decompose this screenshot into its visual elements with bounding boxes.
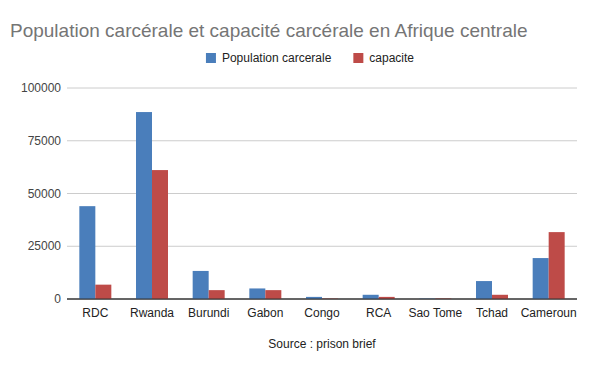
legend-item: Population carcerale: [206, 51, 332, 65]
x-tick-label: Burundi: [188, 306, 229, 320]
legend-swatch: [353, 53, 363, 63]
bar: [79, 206, 95, 299]
bar: [265, 290, 281, 299]
bar: [249, 288, 265, 299]
grid-line: [67, 88, 577, 89]
bar: [476, 281, 492, 299]
chart-container: Population carcérale et capacité carcéra…: [0, 0, 600, 371]
bars: [79, 112, 564, 299]
bar: [549, 232, 565, 299]
legend-label: Population carcerale: [222, 51, 332, 65]
x-tick-label: Rwanda: [130, 306, 174, 320]
x-axis-label: Source : prison brief: [268, 337, 376, 351]
y-tick-label: 25000: [28, 239, 62, 253]
legend: Population carcerale capacite: [206, 51, 414, 65]
bar: [136, 112, 152, 299]
bar: [533, 258, 549, 299]
x-tick-label: Congo: [304, 306, 340, 320]
chart-title: Population carcérale et capacité carcéra…: [10, 20, 528, 41]
bar: [152, 170, 168, 299]
y-tick-label: 0: [54, 292, 61, 306]
x-tick-label: Tchad: [476, 306, 508, 320]
y-tick-label: 75000: [28, 134, 62, 148]
bar: [363, 295, 379, 299]
x-tick-label: Sao Tome: [408, 306, 462, 320]
x-tick-label: Cameroun: [521, 306, 577, 320]
chart-svg: Population carcérale et capacité carcéra…: [0, 0, 600, 371]
bar: [209, 290, 225, 299]
legend-label: capacite: [369, 51, 414, 65]
x-tick-label: RDC: [82, 306, 108, 320]
baseline: [67, 299, 577, 300]
grid: [67, 88, 577, 299]
x-tick-label: RCA: [366, 306, 391, 320]
y-tick-label: 50000: [28, 187, 62, 201]
legend-item: capacite: [353, 51, 414, 65]
grid-line: [67, 299, 577, 300]
bar: [95, 285, 111, 299]
x-tick-label: Gabon: [247, 306, 283, 320]
bar: [193, 271, 209, 299]
y-tick-label: 100000: [21, 81, 61, 95]
bar: [492, 295, 508, 299]
legend-swatch: [206, 53, 216, 63]
